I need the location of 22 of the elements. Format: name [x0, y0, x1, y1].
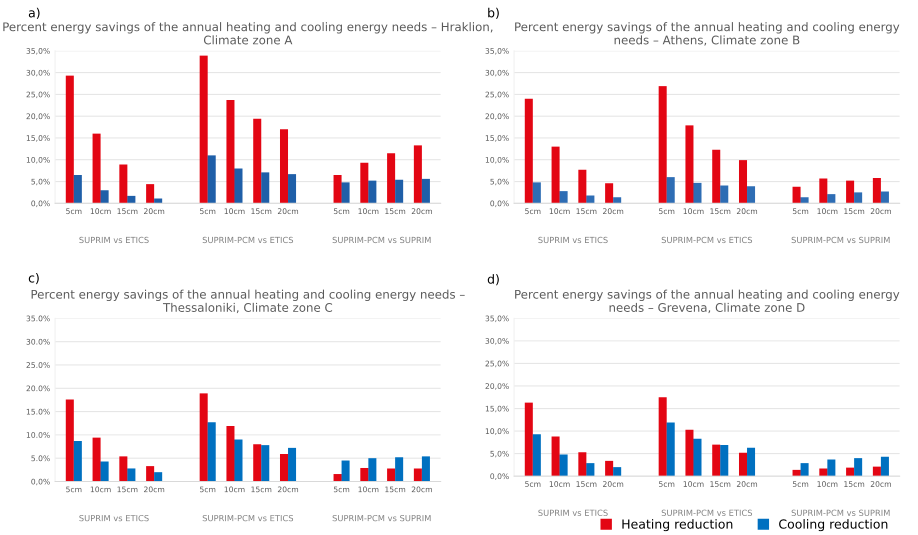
chart-title: Percent energy savings of the annual heating and cooling energy needs – Athens, Climate zone B [515, 22, 900, 46]
text: d) [488, 274, 499, 286]
legend-label: Cooling reduction [779, 519, 888, 532]
text: SUPRIM vs ETICS [538, 510, 608, 516]
text: SUPRIM vs ETICS [538, 236, 608, 244]
text: c) [28, 272, 39, 284]
text: SUPRIM-PCM vs ETICS [202, 514, 294, 522]
chart-title: Percent energy savings of the annual heating and cooling energy needs – Thessaloniki, Climate zone C [32, 290, 465, 314]
text: a) [28, 8, 40, 19]
text: SUPRIM-PCM vs SUPRIM [792, 236, 890, 244]
text: b) [488, 8, 499, 19]
legend-label: Heating reduction [622, 519, 732, 532]
text: SUPRIM-PCM vs SUPRIM [332, 514, 431, 522]
chart-title: Percent energy savings of the annual heating and cooling energy needs – Grevena, Climate zone D [515, 290, 900, 314]
text: SUPRIM-PCM vs ETICS [202, 236, 294, 244]
text: SUPRIM-PCM vs ETICS [662, 236, 752, 244]
text: SUPRIM-PCM vs SUPRIM [332, 236, 431, 244]
chart-title: Percent energy savings of the annual heating and cooling energy needs – Hraklion, Climate zone A [3, 22, 492, 44]
text: SUPRIM-PCM vs ETICS [662, 510, 752, 516]
text: SUPRIM vs ETICS [79, 236, 149, 244]
text: SUPRIM-PCM vs SUPRIM [792, 510, 890, 516]
text: SUPRIM vs ETICS [79, 514, 149, 522]
